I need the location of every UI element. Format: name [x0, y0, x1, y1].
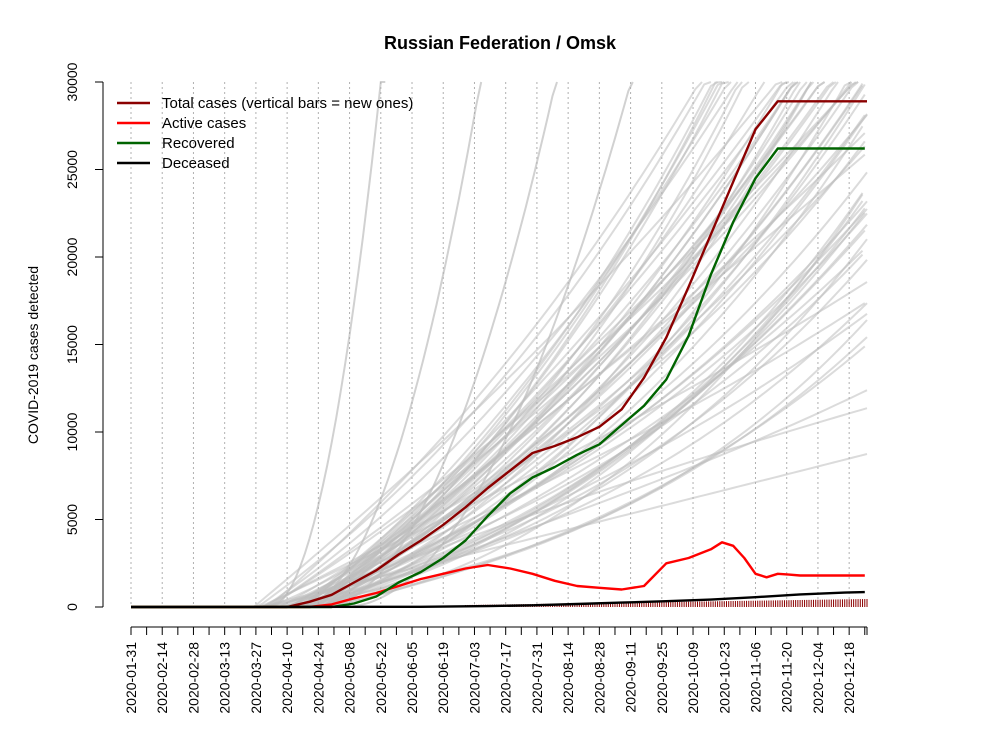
background-series-line: [284, 407, 868, 608]
background-series-line: [268, 81, 859, 608]
y-tick-label: 15000: [64, 325, 80, 364]
x-tick-label: 2020-01-31: [123, 642, 139, 714]
legend-entry: Total cases (vertical bars = new ones): [162, 95, 413, 112]
x-tick-label: 2020-03-27: [248, 642, 264, 714]
x-tick-label: 2020-12-18: [841, 642, 857, 714]
x-tick-label: 2020-12-04: [810, 642, 826, 714]
background-series-line: [308, 81, 719, 608]
background-series-line: [320, 81, 558, 608]
x-tick-label: 2020-09-25: [654, 642, 670, 714]
background-series-line: [280, 84, 864, 608]
background-series-line: [304, 212, 868, 608]
background-series-line: [269, 81, 386, 608]
background-series-line: [298, 81, 483, 608]
background-series-line: [295, 145, 866, 608]
x-tick-label: 2020-06-05: [404, 642, 420, 714]
background-series-line: [326, 81, 790, 608]
background-series-line: [304, 81, 788, 608]
background-series-line: [253, 81, 783, 608]
background-series-line: [286, 81, 743, 608]
x-tick-label: 2020-07-31: [529, 642, 545, 714]
background-series-line: [282, 302, 866, 608]
x-tick-label: 2020-03-13: [217, 642, 233, 714]
y-tick-label: 5000: [64, 504, 80, 535]
y-tick-label: 10000: [64, 412, 80, 451]
x-tick-label: 2020-11-20: [779, 642, 795, 713]
x-tick-label: 2020-07-03: [466, 642, 482, 714]
x-tick-label: 2020-02-28: [185, 642, 201, 714]
background-series-line: [327, 193, 864, 608]
y-tick-label: 30000: [64, 62, 80, 101]
series-line-deceased: [130, 590, 865, 609]
background-series-line: [295, 81, 766, 608]
x-tick-label: 2020-05-08: [342, 642, 358, 714]
axes: 0 5000 10000 15000 20000 25000 30000 2020-01-31…: [64, 62, 868, 714]
x-tick-label: 2020-09-11: [623, 642, 639, 713]
legend-entry: Recovered: [162, 135, 235, 152]
background-series-line: [284, 238, 868, 608]
x-tick-label: 2020-07-17: [498, 642, 514, 714]
series-group: [130, 100, 867, 609]
background-series-line: [262, 81, 739, 608]
x-tick-label: 2020-06-19: [435, 642, 451, 714]
y-tick-label: 0: [64, 603, 80, 611]
x-tick-label: 2020-11-06: [747, 642, 763, 713]
legend-entry: Active cases: [162, 115, 246, 132]
chart-title: Russian Federation / Omsk: [384, 33, 617, 53]
x-tick-label: 2020-02-14: [154, 642, 170, 714]
background-series-group: [253, 81, 868, 608]
series-line-recovered: [131, 147, 865, 609]
x-tick-label: 2020-10-09: [685, 642, 701, 714]
y-tick-label: 20000: [64, 237, 80, 276]
x-tick-label: 2020-08-14: [560, 642, 576, 714]
y-tick-label: 25000: [64, 150, 80, 189]
x-tick-label: 2020-04-24: [310, 642, 326, 714]
background-series-line: [257, 453, 868, 608]
x-tick-label: 2020-10-23: [716, 642, 732, 714]
background-series-line: [311, 81, 795, 608]
y-axis-label: COVID-2019 cases detected: [25, 266, 41, 444]
legend: Total cases (vertical bars = new ones) Ac…: [117, 95, 413, 172]
background-series-line: [322, 114, 866, 608]
legend-entry: Deceased: [162, 155, 230, 172]
x-tick-label: 2020-05-22: [373, 642, 389, 714]
series-line-total-cases: [131, 100, 867, 609]
x-tick-label: 2020-04-10: [279, 642, 295, 714]
background-series-line: [329, 81, 852, 608]
background-series-line: [255, 81, 712, 608]
x-tick-label: 2020-08-28: [591, 642, 607, 714]
series-line-active-cases: [131, 541, 865, 609]
background-series-line: [342, 81, 634, 608]
